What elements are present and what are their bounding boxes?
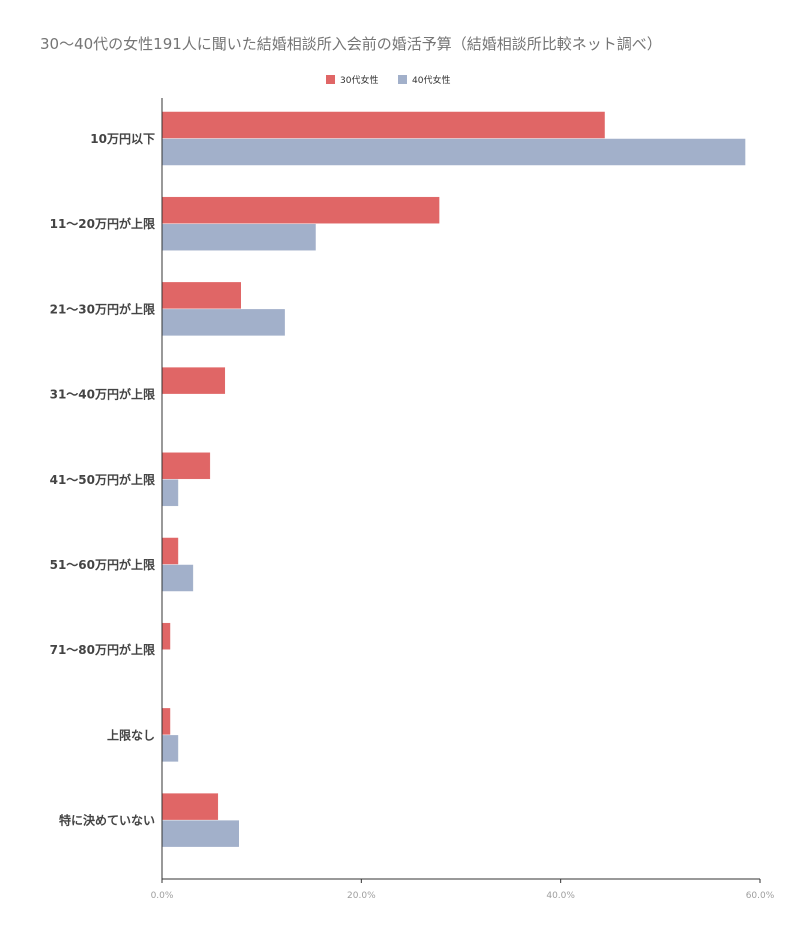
legend-label: 40代女性 [412, 74, 450, 86]
bar-series2-6[interactable] [161, 564, 194, 592]
bar-series1-8[interactable] [161, 708, 171, 735]
x-axis-ticks: 0.0% 20.0% 40.0% 60.0% [151, 879, 775, 901]
legend-swatch [326, 75, 335, 84]
category-label-8: 上限なし [107, 727, 155, 742]
bar-group [161, 111, 746, 847]
x-tick-label-3: 40.0% [546, 891, 575, 901]
category-label-4: 31〜40万円が上限 [50, 387, 155, 402]
bar-series1-4[interactable] [161, 367, 226, 394]
bar-series1-7[interactable] [161, 622, 171, 650]
legend: 30代女性 40代女性 [326, 74, 450, 86]
bar-series1-6[interactable] [161, 537, 179, 565]
legend-item-2[interactable]: 40代女性 [398, 74, 450, 86]
bar-series1-9[interactable] [161, 793, 219, 820]
category-label-7: 71〜80万円が上限 [50, 642, 155, 657]
category-label-9: 特に決めていない [59, 813, 155, 828]
chart-title: 30〜40代の女性191人に聞いた結婚相談所入会前の婚活予算（結婚相談所比較ネッ… [40, 35, 662, 53]
bar-series2-2[interactable] [161, 223, 316, 251]
bar-series2-3[interactable] [161, 309, 285, 336]
category-labels: 10万円以下 11〜20万円が上限 21〜30万円が上限 31〜40万円が上限 41〜5… [50, 132, 155, 828]
bar-series1-5[interactable] [161, 452, 211, 480]
legend-item-1[interactable]: 30代女性 [326, 74, 378, 86]
bar-series2-8[interactable] [161, 735, 179, 762]
bar-series1-2[interactable] [161, 196, 440, 224]
bar-series1-3[interactable] [161, 282, 241, 309]
bar-series1-1[interactable] [161, 111, 605, 139]
x-tick-label-1: 0.0% [151, 891, 174, 901]
legend-swatch [398, 75, 407, 84]
bar-series2-1[interactable] [161, 138, 746, 166]
legend-label: 30代女性 [340, 74, 378, 86]
bar-series2-9[interactable] [161, 820, 239, 847]
x-tick-label-2: 20.0% [347, 891, 376, 901]
category-label-3: 21〜30万円が上限 [50, 301, 155, 316]
category-label-6: 51〜60万円が上限 [50, 557, 155, 572]
category-label-5: 41〜50万円が上限 [50, 472, 155, 487]
category-label-2: 11〜20万円が上限 [50, 216, 155, 231]
x-tick-label-4: 60.0% [746, 891, 775, 901]
category-label-1: 10万円以下 [90, 132, 155, 146]
bar-series2-5[interactable] [161, 479, 179, 507]
